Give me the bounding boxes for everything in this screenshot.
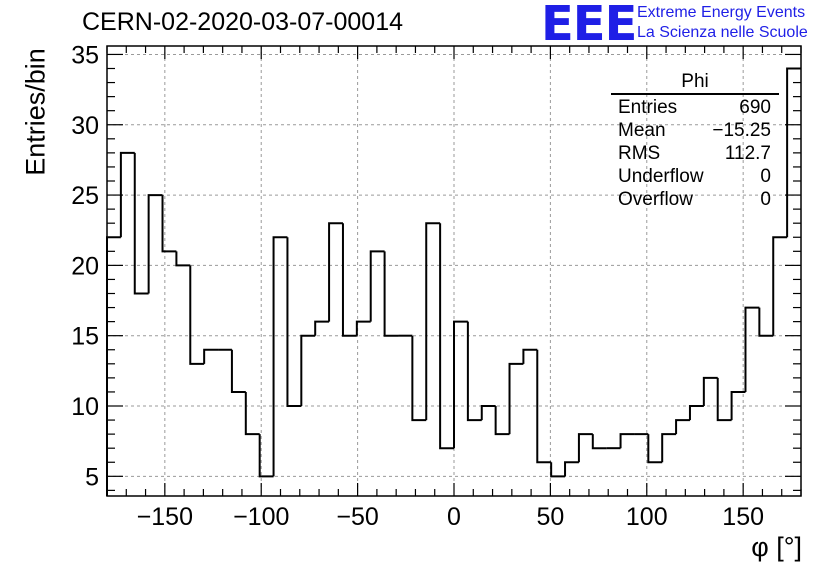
histogram-bin: [286, 237, 302, 407]
stats-row-overflow: Overflow 0: [611, 188, 779, 211]
stats-row-underflow: Underflow 0: [611, 165, 779, 188]
y-axis-label: Entries/bin: [20, 48, 51, 176]
histogram-bin: [758, 307, 774, 337]
histogram-bin: [591, 434, 607, 450]
histogram-bin: [203, 348, 219, 364]
histogram-bin: [772, 236, 788, 336]
histogram-bin: [508, 362, 524, 435]
stats-label: RMS: [618, 143, 661, 164]
histogram-bin: [189, 265, 205, 365]
x-tick-label: −50: [336, 503, 378, 531]
histogram-bin: [328, 222, 343, 322]
histogram-bin: [744, 306, 760, 392]
stats-separator: [611, 93, 779, 95]
x-axis-label: φ [°]: [751, 532, 802, 562]
stats-value: 0: [760, 166, 771, 187]
histogram-bin: [147, 194, 163, 294]
histogram-bin: [175, 251, 191, 267]
histogram-bin: [314, 320, 330, 336]
histogram-bin: [383, 251, 399, 337]
stats-value: −15.25: [712, 120, 771, 141]
y-tick-label: 30: [71, 112, 99, 140]
stats-label: Entries: [618, 97, 678, 118]
histogram-bin: [272, 236, 288, 477]
x-tick-label: 150: [722, 503, 764, 531]
histogram-bin: [716, 377, 732, 422]
y-tick-label: 35: [71, 41, 99, 69]
histogram-bin: [341, 223, 357, 337]
histogram-bin: [453, 320, 468, 449]
histogram-bin: [230, 349, 246, 393]
histogram-bin: [411, 335, 427, 422]
logo-line-2: La Scienza nelle Scuole: [637, 24, 808, 41]
histogram-bin: [439, 223, 454, 450]
histogram-bin: [577, 433, 593, 463]
histogram-bin: [702, 376, 718, 406]
histogram-bin: [647, 434, 663, 464]
chart-title: CERN-02-2020-03-07-00014: [82, 8, 404, 36]
y-tick-label: 10: [71, 393, 99, 421]
y-tick-label: 5: [85, 463, 99, 491]
histogram-bin: [369, 250, 385, 322]
histogram-bin: [258, 434, 274, 478]
histogram-bin: [675, 419, 690, 435]
stats-row-rms: RMS 112.7: [611, 142, 779, 165]
histogram-bin: [688, 405, 704, 421]
histogram-bin: [480, 405, 496, 421]
stats-title: Phi: [681, 71, 709, 92]
histogram-bin: [619, 433, 635, 449]
y-tick-label: 25: [71, 182, 99, 210]
x-tick-label: −100: [233, 503, 289, 531]
histogram-bin: [355, 320, 371, 336]
histogram-bin: [550, 462, 566, 478]
histogram-bin: [466, 321, 482, 422]
eee-logo-text: Extreme Energy Events La Scienza nelle S…: [637, 3, 808, 43]
histogram-bin: [536, 349, 552, 464]
stats-box: Phi Entries 690 Mean −15.25 RMS 112.7 Un…: [611, 70, 779, 211]
histogram-bin: [661, 433, 677, 463]
stats-row-entries: Entries 690: [611, 96, 779, 119]
histogram-bin: [300, 334, 316, 406]
stats-row-mean: Mean −15.25: [611, 119, 779, 142]
stats-label: Overflow: [618, 189, 693, 210]
histogram-bin: [730, 390, 746, 421]
histogram-bin: [106, 236, 121, 496]
histogram-bin: [133, 152, 149, 295]
stats-value: 0: [760, 189, 771, 210]
histogram-bin: [494, 406, 510, 436]
histogram-bin: [244, 391, 260, 436]
stats-label: Mean: [618, 120, 666, 141]
histogram-bin: [119, 151, 135, 238]
histogram-bin: [425, 222, 441, 421]
logo-line-1: Extreme Energy Events: [637, 4, 806, 21]
y-tick-label: 20: [71, 252, 99, 280]
histogram-bin: [522, 348, 538, 364]
x-tick-label: 50: [536, 503, 564, 531]
histogram-bin: [564, 461, 579, 477]
stats-label: Underflow: [618, 166, 704, 187]
stats-value: 112.7: [724, 143, 771, 164]
y-tick-label: 15: [71, 323, 99, 351]
x-tick-label: 0: [447, 503, 461, 531]
x-tick-label: 100: [626, 503, 668, 531]
histogram-bin: [161, 195, 177, 253]
stats-value: 690: [739, 97, 771, 118]
eee-logo: EEE: [541, 0, 637, 52]
x-tick-label: −150: [137, 503, 193, 531]
